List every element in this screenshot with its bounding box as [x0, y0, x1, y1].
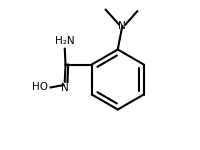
Text: HO: HO [32, 82, 48, 92]
Text: N: N [61, 83, 68, 93]
Text: H₂N: H₂N [55, 36, 74, 46]
Text: N: N [118, 21, 125, 31]
